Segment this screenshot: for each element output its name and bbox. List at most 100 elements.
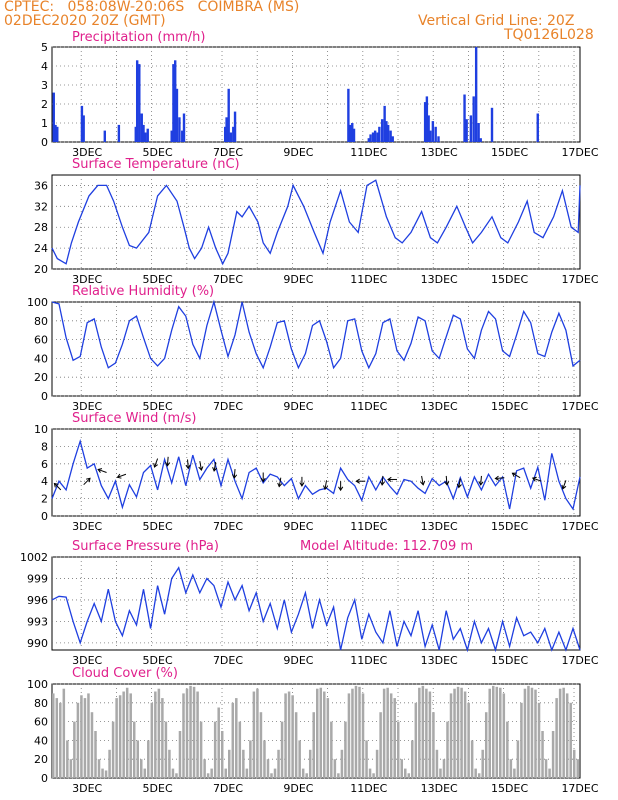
wind-arrow <box>495 477 505 480</box>
precip-bar <box>178 117 181 142</box>
cloud-bar <box>291 695 294 778</box>
wind-arrow <box>166 456 169 466</box>
cloud-bar <box>534 689 537 778</box>
y-tick-label: 8 <box>41 440 48 453</box>
cloud-bar <box>220 731 224 778</box>
precip-bar <box>427 115 430 142</box>
wind-arrow <box>480 475 482 485</box>
cloud-bar <box>76 702 80 778</box>
cloud-bar <box>576 759 579 778</box>
cloud-bar <box>104 770 108 778</box>
x-tick-label: 15DEC <box>491 273 528 286</box>
cloud-bar <box>231 702 235 778</box>
x-tick-label: 5DEC <box>143 400 173 413</box>
precip-bar <box>351 123 354 142</box>
cloud-bar <box>242 749 245 778</box>
y-tick-label: 999 <box>27 572 48 585</box>
cloud-bar <box>326 698 330 778</box>
x-tick-label: 13DEC <box>421 146 458 159</box>
cloud-bar <box>470 740 474 778</box>
x-tick-label: 3DEC <box>72 782 102 795</box>
precip-bar <box>82 115 85 142</box>
precip-bar <box>369 134 372 142</box>
precip-bar <box>465 119 468 142</box>
x-tick-label: 3DEC <box>72 273 102 286</box>
cloud-bar <box>280 721 284 778</box>
x-tick-label: 11DEC <box>350 400 387 413</box>
cloud-bar <box>333 759 337 778</box>
x-tick-label: 5DEC <box>143 146 173 159</box>
y-tick-label: 20 <box>34 753 48 766</box>
panel-title: Precipitation (mm/h) <box>72 30 205 45</box>
x-tick-label: 7DEC <box>213 520 243 533</box>
cloud-bar <box>161 698 164 778</box>
x-tick-label: 3DEC <box>72 400 102 413</box>
y-tick-label: 20 <box>34 371 48 384</box>
x-tick-label: 7DEC <box>213 654 243 667</box>
cloud-bar <box>287 691 291 778</box>
cloud-bar <box>421 685 425 778</box>
x-tick-label: 13DEC <box>421 782 458 795</box>
precip-bar <box>144 132 147 142</box>
wind-arrow-head <box>511 472 517 478</box>
precip-bar <box>229 132 233 142</box>
precip-bar <box>182 113 186 142</box>
cloud-bar <box>502 693 506 778</box>
cloud-bar <box>294 712 298 778</box>
wind-arrow <box>213 461 217 472</box>
precip-bar <box>386 124 390 142</box>
cloud-bar <box>537 702 541 778</box>
cloud-bar <box>245 768 249 778</box>
cloud-bar <box>206 773 210 778</box>
x-tick-label: 17DEC <box>561 400 598 413</box>
cloud-bar <box>52 693 55 778</box>
precip-bar <box>536 113 539 142</box>
cloud-bar <box>217 707 220 778</box>
y-tick-label: 24 <box>34 242 48 255</box>
precip-bar <box>371 132 375 142</box>
cloud-bar <box>284 693 287 778</box>
y-tick-label: 0 <box>41 390 48 403</box>
cloud-bar <box>316 688 319 778</box>
header-grid-note: Vertical Grid Line: 20Z <box>418 13 575 29</box>
series-line <box>51 299 581 370</box>
wind-arrow-head <box>85 477 91 483</box>
cloud-bar <box>347 693 351 778</box>
cloud-bar <box>115 698 118 778</box>
precip-bar <box>425 96 429 142</box>
y-tick-label: 80 <box>34 315 48 328</box>
cloud-bar <box>354 685 358 778</box>
wind-arrow <box>199 461 202 471</box>
cloud-bar <box>407 773 411 778</box>
wind-arrow-head <box>198 466 204 472</box>
wind-arrow-head <box>420 480 426 486</box>
wind-arrow <box>233 468 236 479</box>
precip-bar <box>233 111 237 142</box>
cloud-bar <box>94 731 97 778</box>
cloud-bar <box>340 749 344 778</box>
precip-bar <box>367 138 370 142</box>
wind-arrow-head <box>444 481 450 486</box>
cloud-bar <box>249 740 252 778</box>
cloud-bar <box>101 768 104 778</box>
cloud-bar <box>178 731 182 778</box>
y-tick-label: 1 <box>41 117 48 130</box>
cloud-bar <box>210 768 213 778</box>
cloud-bar <box>484 712 488 778</box>
x-tick-label: 11DEC <box>350 782 387 795</box>
cloud-bar <box>129 693 132 778</box>
precip-bar <box>352 128 356 142</box>
cloud-bar <box>171 768 175 778</box>
y-tick-label: 40 <box>34 734 48 747</box>
cloud-bar <box>492 685 495 778</box>
cloud-bar <box>97 759 101 778</box>
cloud-bar <box>185 688 189 778</box>
x-tick-label: 5DEC <box>143 782 173 795</box>
cloud-bar <box>351 688 354 778</box>
x-tick-label: 17DEC <box>561 654 598 667</box>
cloud-bar <box>439 768 442 778</box>
cloud-bar <box>256 688 259 778</box>
cloud-bar <box>389 693 393 778</box>
cloud-bar <box>467 702 470 778</box>
